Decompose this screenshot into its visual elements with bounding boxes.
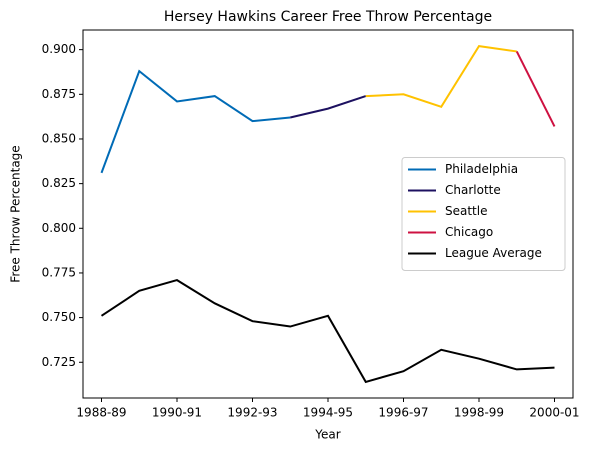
legend-label: Chicago xyxy=(445,225,493,239)
x-axis-label: Year xyxy=(314,428,340,442)
legend-label: Seattle xyxy=(445,204,487,218)
chart-title: Hersey Hawkins Career Free Throw Percent… xyxy=(164,9,492,25)
y-tick-label: 0.825 xyxy=(42,176,76,190)
y-tick-label: 0.900 xyxy=(42,42,76,56)
legend: Philadelphia Charlotte Seattle Chicago Leagu… xyxy=(401,157,566,271)
y-tick-label: 0.850 xyxy=(42,131,76,145)
x-tick-label: 2000-01 xyxy=(529,406,579,420)
x-tick-label: 1988-89 xyxy=(76,406,126,420)
y-axis-label: Free Throw Percentage xyxy=(9,145,23,282)
y-tick-label: 0.775 xyxy=(42,265,76,279)
series-line xyxy=(365,44,517,109)
y-tick-label: 0.750 xyxy=(42,310,76,324)
legend-label: League Average xyxy=(445,246,542,260)
legend-box xyxy=(401,157,566,271)
x-tick-label: 1998-99 xyxy=(454,406,504,420)
series-line xyxy=(100,69,291,174)
x-tick-label: 1996-97 xyxy=(378,406,428,420)
series-line xyxy=(290,95,367,119)
y-tick-label: 0.725 xyxy=(42,355,76,369)
legend-label: Charlotte xyxy=(445,183,501,197)
series-line xyxy=(515,50,556,127)
x-tick-label: 1990-91 xyxy=(152,406,202,420)
x-tick-label: 1994-95 xyxy=(303,406,353,420)
x-tick-label: 1992-93 xyxy=(227,406,277,420)
plot-frame xyxy=(82,29,574,399)
legend-label: Philadelphia xyxy=(445,162,518,176)
series-line xyxy=(100,279,555,384)
y-tick-label: 0.800 xyxy=(42,221,76,235)
y-tick-label: 0.875 xyxy=(42,87,76,101)
